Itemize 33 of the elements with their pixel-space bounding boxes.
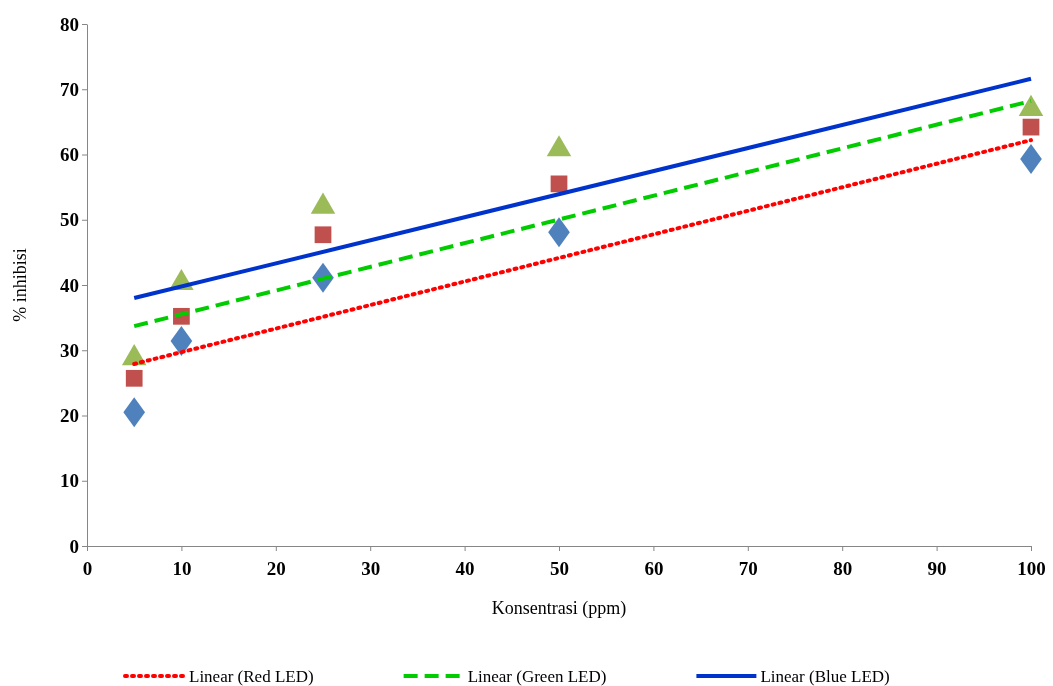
- x-tick-label: 70: [738, 557, 758, 579]
- legend-label: Linear (Red LED): [189, 667, 314, 686]
- y-tick-label: 80: [60, 13, 79, 35]
- x-tick-label: 90: [927, 557, 947, 579]
- point: [550, 175, 568, 193]
- y-tick-label: 20: [60, 405, 79, 427]
- point: [314, 226, 332, 244]
- y-tick-label: 50: [60, 209, 79, 231]
- y-tick-label: 60: [60, 144, 79, 166]
- x-tick-label: 0: [82, 557, 93, 579]
- x-axis-title: Konsentrasi (ppm): [491, 598, 627, 619]
- point: [1022, 118, 1040, 136]
- y-tick-label: 40: [60, 274, 79, 296]
- x-tick-label: 50: [550, 557, 569, 579]
- point: [1020, 144, 1042, 175]
- x-tick-label: 100: [1017, 557, 1046, 579]
- legend-label: Linear (Green LED): [467, 667, 607, 686]
- legend-label: Linear (Blue LED): [760, 667, 890, 686]
- x-tick-label: 80: [833, 557, 853, 579]
- x-tick-label: 10: [172, 557, 192, 579]
- y-axis-title: % inhibisi: [10, 248, 30, 322]
- y-tick-label: 10: [60, 470, 79, 492]
- x-tick-label: 20: [266, 557, 286, 579]
- x-tick-label: 40: [455, 557, 475, 579]
- point: [548, 217, 570, 248]
- point: [123, 397, 146, 428]
- point: [170, 326, 193, 357]
- point: [125, 369, 143, 387]
- y-tick-label: 30: [60, 339, 79, 361]
- x-tick-label: 60: [644, 557, 664, 579]
- x-tick-label: 30: [361, 557, 381, 579]
- y-tick-label: 70: [60, 78, 79, 100]
- y-tick-label: 0: [69, 535, 79, 557]
